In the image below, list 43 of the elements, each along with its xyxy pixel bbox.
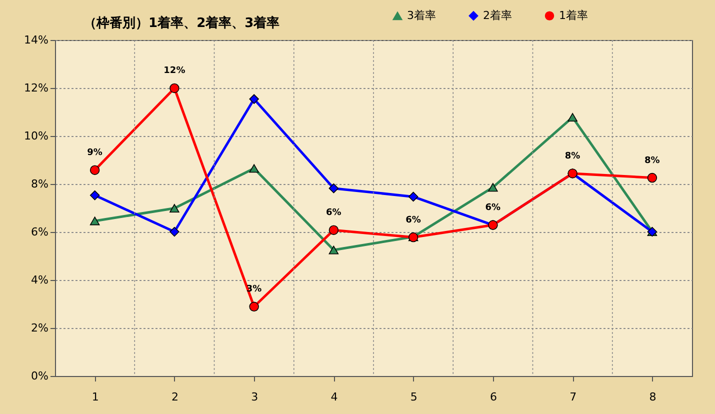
point (408, 192, 418, 202)
legend-label: 1着率 (559, 8, 588, 22)
point (328, 183, 339, 194)
y-tick-label: 0% (31, 370, 48, 382)
data-label: 6% (485, 203, 501, 214)
y-tick-label: 12% (24, 82, 48, 94)
point (488, 183, 498, 192)
x-tick-label: 7 (570, 390, 577, 404)
point (90, 190, 100, 200)
x-tick-label: 4 (330, 390, 338, 404)
data-label: 6% (326, 208, 342, 218)
y-tick-label: 14% (24, 34, 48, 46)
y-tick-label: 8% (31, 178, 48, 190)
point (568, 113, 578, 122)
point (249, 94, 259, 104)
point (90, 165, 100, 175)
point (249, 302, 259, 312)
point (328, 225, 339, 235)
x-tick-label: 2 (171, 390, 178, 404)
x-tick-label: 1 (92, 390, 99, 404)
data-label: 8% (644, 156, 660, 166)
point (90, 216, 100, 226)
x-tick-label: 6 (490, 390, 497, 404)
legend-label: 3着率 (407, 9, 436, 22)
point (170, 204, 180, 213)
y-tick-label: 2% (31, 322, 48, 334)
x-tick-label: 5 (410, 390, 418, 404)
x-tick-label: 3 (251, 390, 258, 404)
point (647, 172, 658, 183)
data-label: 8% (564, 151, 580, 162)
data-label: 12% (164, 66, 186, 76)
y-tick-label: 6% (31, 226, 48, 238)
point (249, 164, 259, 173)
y-tick-label: 10% (24, 130, 48, 142)
x-tick-label: 8 (649, 390, 656, 404)
data-label: 9% (87, 148, 102, 158)
legend-label: 2着率 (483, 8, 512, 22)
point (328, 246, 339, 254)
point (170, 83, 180, 94)
data-label: 6% (406, 215, 421, 226)
chart-title: （枠番別）1着率、2着率、3着率 (84, 15, 280, 31)
point (170, 226, 180, 237)
y-tick-label: 4% (31, 274, 48, 286)
